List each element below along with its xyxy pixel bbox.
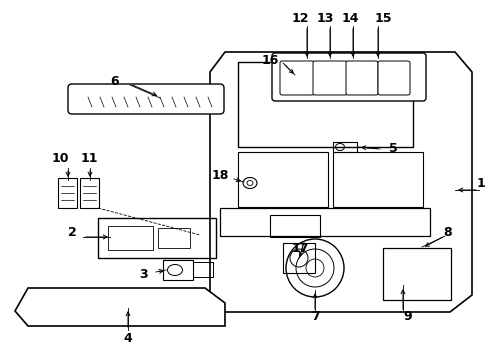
Bar — [333, 142, 357, 152]
Bar — [108, 226, 153, 250]
Text: 11: 11 — [80, 152, 98, 165]
Text: 12: 12 — [291, 12, 309, 24]
Bar — [158, 228, 190, 248]
FancyBboxPatch shape — [68, 84, 224, 114]
Text: 3: 3 — [139, 269, 147, 282]
FancyBboxPatch shape — [313, 61, 347, 95]
Text: 13: 13 — [317, 12, 334, 24]
Bar — [238, 62, 413, 147]
Text: 7: 7 — [311, 310, 319, 324]
Text: 4: 4 — [123, 332, 132, 345]
Bar — [163, 260, 193, 280]
Text: 15: 15 — [374, 12, 392, 24]
Text: 18: 18 — [211, 168, 229, 181]
Text: 10: 10 — [51, 152, 69, 165]
Bar — [283, 243, 315, 273]
Bar — [270, 215, 320, 237]
Text: 17: 17 — [291, 242, 309, 255]
Text: 14: 14 — [341, 12, 359, 24]
Bar — [333, 152, 423, 207]
Bar — [98, 218, 216, 258]
Text: 5: 5 — [389, 141, 397, 154]
FancyBboxPatch shape — [346, 61, 378, 95]
FancyBboxPatch shape — [280, 61, 314, 95]
Polygon shape — [15, 288, 225, 326]
Bar — [80, 178, 99, 208]
Bar — [383, 248, 451, 300]
FancyBboxPatch shape — [378, 61, 410, 95]
Text: 1: 1 — [477, 176, 486, 189]
Bar — [193, 262, 213, 277]
Bar — [58, 178, 77, 208]
Text: 9: 9 — [404, 310, 412, 324]
Text: 8: 8 — [443, 225, 452, 239]
Text: 2: 2 — [68, 225, 76, 239]
Bar — [238, 152, 328, 207]
Bar — [220, 208, 430, 236]
Text: 16: 16 — [261, 54, 279, 67]
Text: 6: 6 — [111, 75, 119, 87]
FancyBboxPatch shape — [272, 53, 426, 101]
